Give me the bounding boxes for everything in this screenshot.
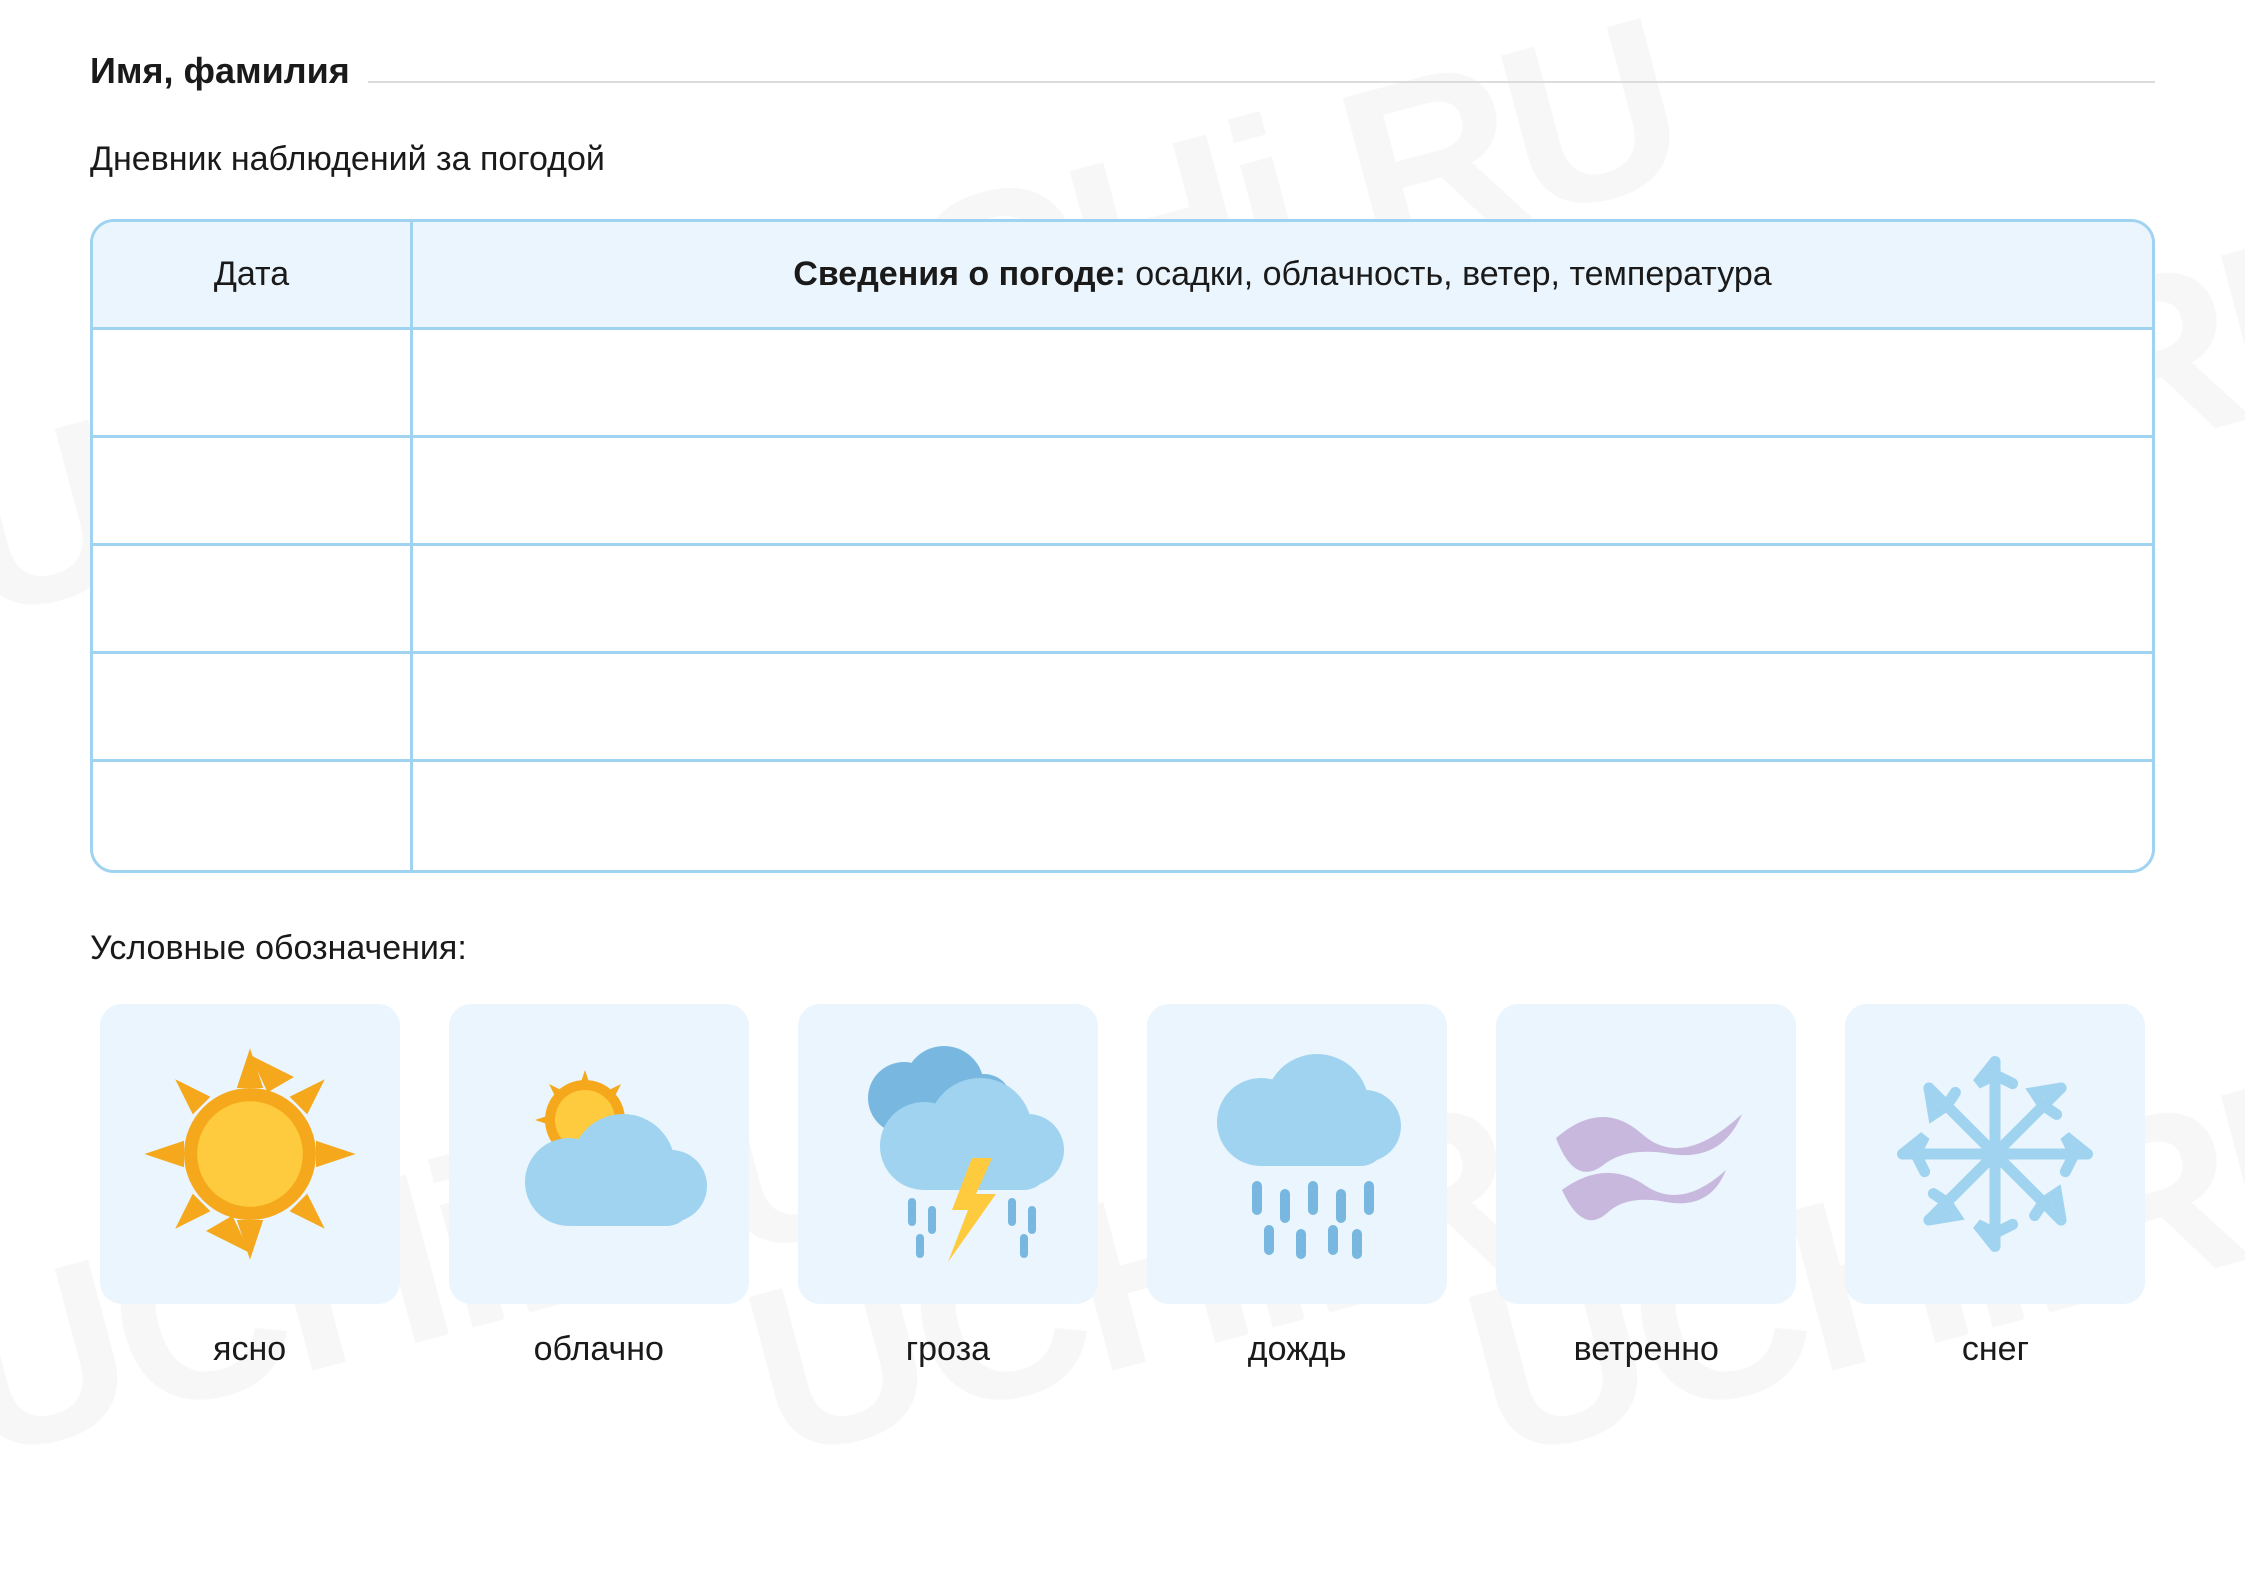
legend-label: ясно [213,1330,286,1369]
weather-cell[interactable] [413,546,2152,654]
weather-cell[interactable] [413,762,2152,870]
legend-title: Условные обозначения: [90,929,2155,968]
legend-item-storm: гроза [788,1004,1107,1369]
legend-item-rain: дождь [1138,1004,1457,1369]
name-label: Имя, фамилия [90,50,350,92]
cloudy-icon [449,1004,749,1304]
table-row [93,330,2152,438]
legend-label: облачно [534,1330,664,1369]
legend-item-clear: ясно [90,1004,409,1369]
weather-table: Дата Сведения о погоде: осадки, облачнос… [90,219,2155,873]
name-input-line[interactable] [368,81,2155,83]
legend-row: ясно [90,1004,2155,1369]
legend-label: дождь [1248,1330,1347,1369]
table-header-date: Дата [93,222,413,330]
table-row [93,654,2152,762]
table-header-weather: Сведения о погоде: осадки, облачность, в… [413,222,2152,330]
weather-cell[interactable] [413,654,2152,762]
table-header-weather-bold: Сведения о погоде: [793,255,1126,293]
legend-label: ветренно [1574,1330,1719,1369]
date-cell[interactable] [93,762,413,870]
wind-icon [1496,1004,1796,1304]
storm-icon [798,1004,1098,1304]
table-row [93,546,2152,654]
date-cell[interactable] [93,546,413,654]
weather-cell[interactable] [413,330,2152,438]
date-cell[interactable] [93,438,413,546]
sun-icon [100,1004,400,1304]
legend-label: снег [1962,1330,2029,1369]
rain-icon [1147,1004,1447,1304]
date-cell[interactable] [93,654,413,762]
diary-title: Дневник наблюдений за погодой [90,140,2155,179]
table-body [93,330,2152,870]
legend-label: гроза [906,1330,990,1369]
legend-item-cloudy: облачно [439,1004,758,1369]
weather-cell[interactable] [413,438,2152,546]
legend-item-windy: ветренно [1487,1004,1806,1369]
table-row [93,438,2152,546]
date-cell[interactable] [93,330,413,438]
table-row [93,762,2152,870]
name-field-row: Имя, фамилия [90,50,2155,92]
snow-icon [1845,1004,2145,1304]
table-header-weather-rest: осадки, облачность, ветер, температура [1126,255,1772,293]
legend-item-snow: снег [1836,1004,2155,1369]
